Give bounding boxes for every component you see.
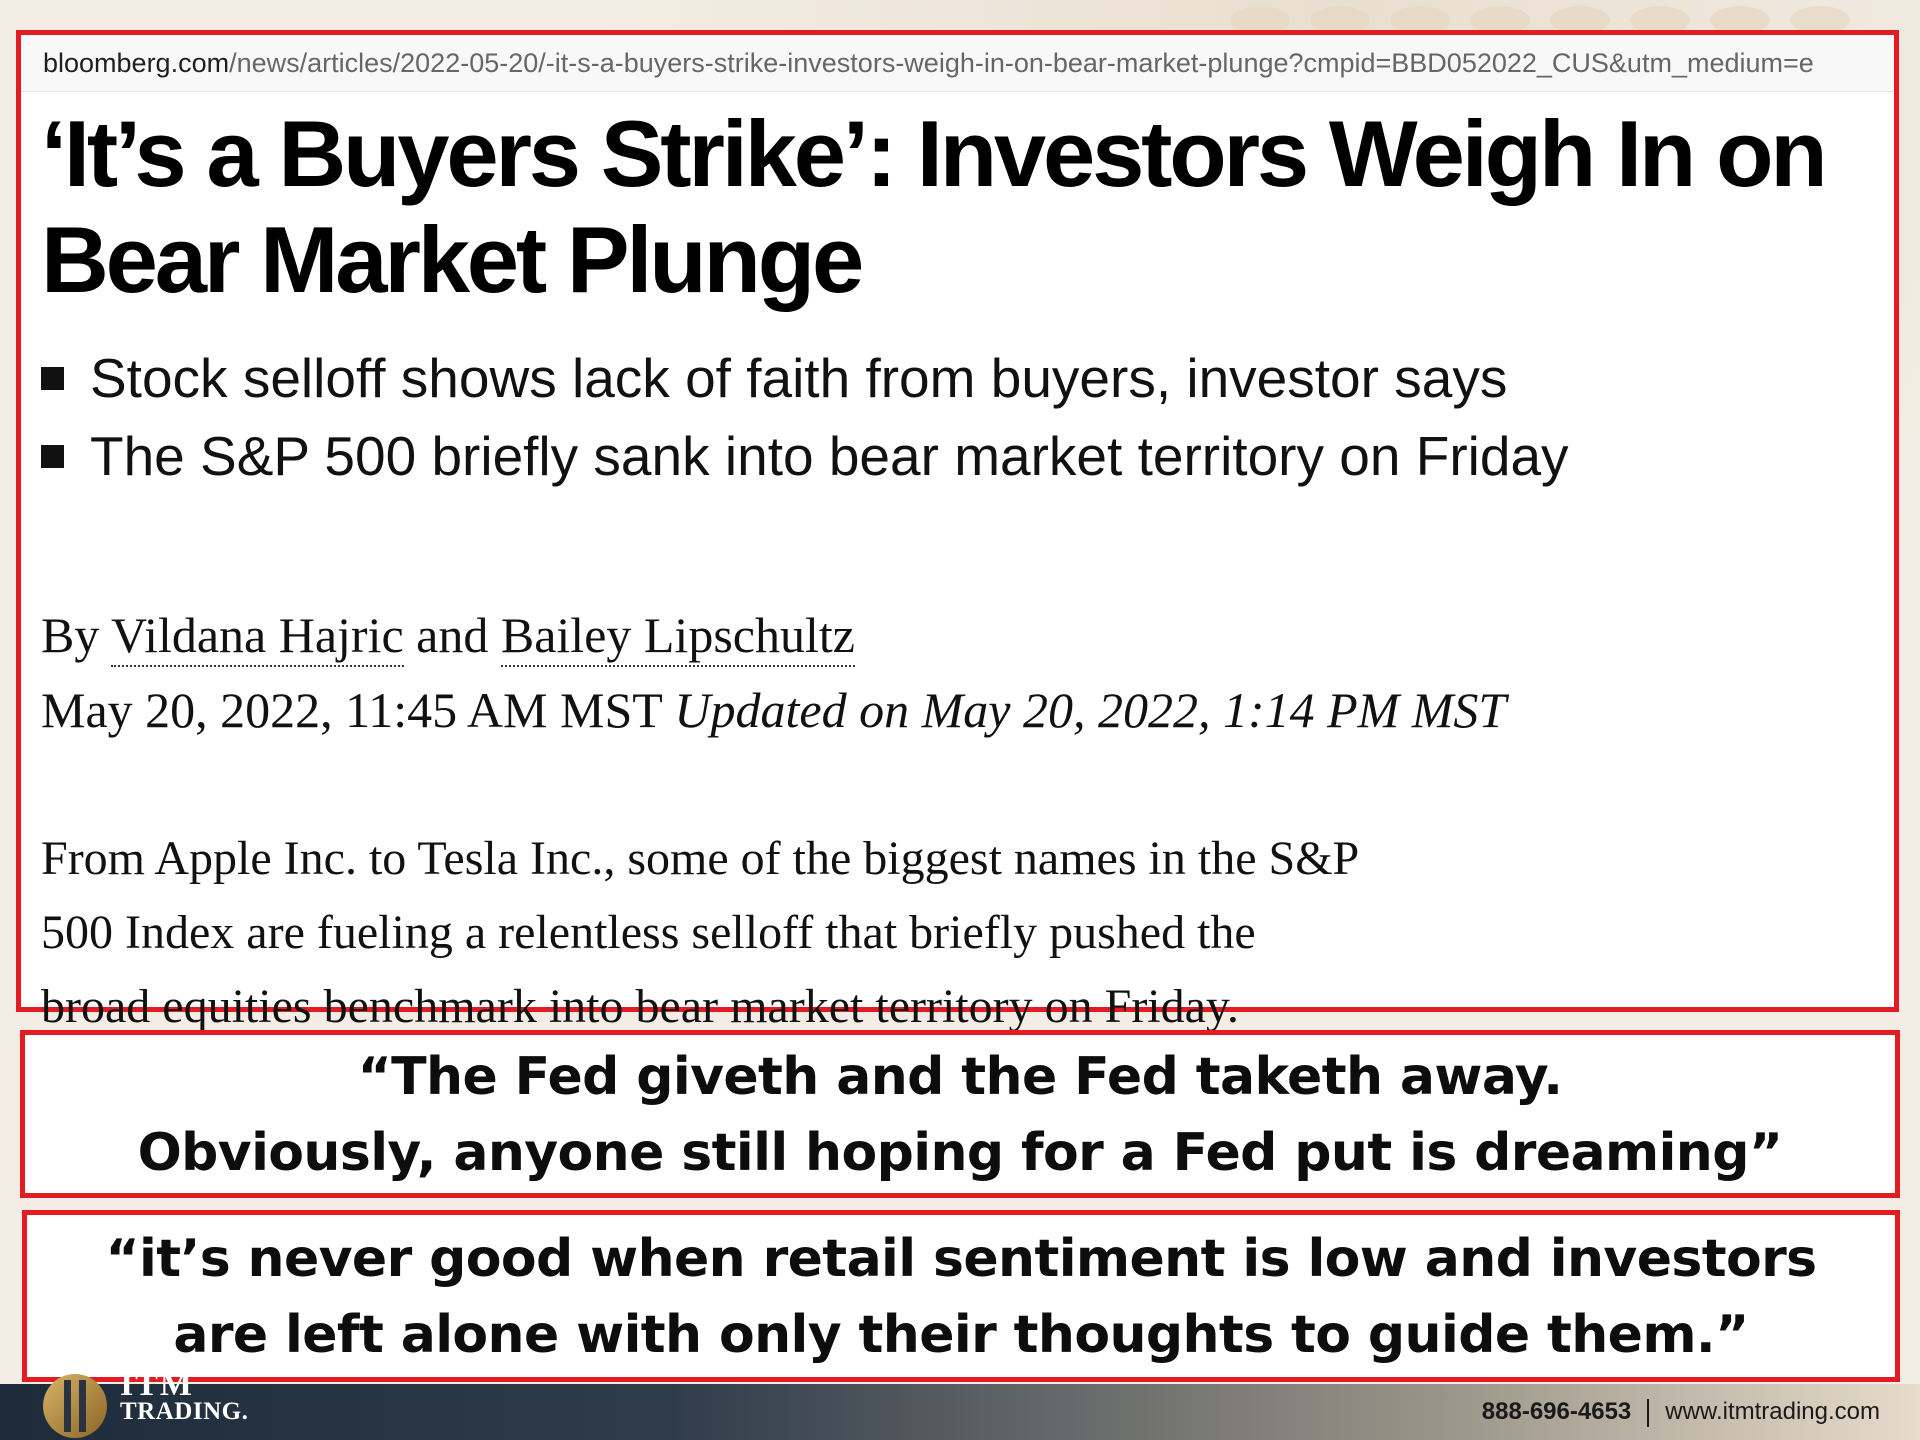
logo-wordmark: TRADING. [120, 1398, 249, 1425]
quote-line: are left alone with only their thoughts … [173, 1305, 1749, 1365]
published-date: May 20, 2022, 11:45 AM MST [41, 682, 662, 738]
divider [1647, 1398, 1650, 1427]
footer-contact: 888-696-4653 www.itmtrading.com [1482, 1398, 1880, 1427]
byline: By Vildana Hajric and Bailey Lipschultz [41, 600, 855, 670]
dateline: May 20, 2022, 11:45 AM MST Updated on Ma… [41, 675, 1506, 745]
article-summary-bullets: Stock selloff shows lack of faith from b… [41, 339, 1569, 495]
logo-wordmark-top: ITM [120, 1366, 194, 1403]
quote-line: “it’s never good when retail sentiment i… [105, 1229, 1817, 1289]
paragraph-line: From Apple Inc. to Tesla Inc., some of t… [41, 832, 1360, 885]
bullet-square-icon [41, 366, 64, 390]
paragraph-line: 500 Index are fueling a relentless sello… [41, 906, 1256, 959]
author-link[interactable]: Bailey Lipschultz [500, 607, 855, 667]
itm-logo-icon [43, 1374, 107, 1438]
url-path: /news/articles/2022-05-20/-it-s-a-buyers… [229, 48, 1814, 78]
url-domain: bloomberg.com [43, 48, 230, 78]
address-bar[interactable]: bloomberg.com/news/articles/2022-05-20/-… [21, 35, 1894, 92]
article-paragraph: From Apple Inc. to Tesla Inc., some of t… [41, 822, 1641, 1044]
updated-date: Updated on May 20, 2022, 1:14 PM MST [674, 682, 1507, 738]
author-link[interactable]: Vildana Hajric [110, 607, 404, 667]
article-headline: ‘It’s a Buyers Strike’: Investors Weigh … [41, 101, 1828, 312]
quote-box: “The Fed giveth and the Fed taketh away.… [20, 1030, 1900, 1198]
decorative-top-pattern [1230, 6, 1850, 30]
quote-line: “The Fed giveth and the Fed taketh away. [357, 1047, 1563, 1107]
quote-line: Obviously, anyone still hoping for a Fed… [137, 1123, 1783, 1183]
article-screenshot-panel: bloomberg.com/news/articles/2022-05-20/-… [16, 30, 1899, 1033]
summary-bullet: The S&P 500 briefly sank into bear marke… [41, 417, 1569, 495]
summary-bullet: Stock selloff shows lack of faith from b… [41, 339, 1569, 417]
quote-box: “it’s never good when retail sentiment i… [22, 1210, 1900, 1382]
byline-prefix: By [41, 607, 100, 663]
footer-bar [0, 1384, 1920, 1440]
website-link[interactable]: www.itmtrading.com [1665, 1398, 1880, 1425]
summary-bullet-text: Stock selloff shows lack of faith from b… [90, 347, 1508, 409]
summary-bullet-text: The S&P 500 briefly sank into bear marke… [90, 425, 1569, 487]
phone-number[interactable]: 888-696-4653 [1481, 1398, 1632, 1425]
paragraph-line: broad equities benchmark into bear marke… [41, 980, 1239, 1033]
bullet-square-icon [41, 444, 64, 468]
byline-joiner: and [416, 607, 489, 663]
